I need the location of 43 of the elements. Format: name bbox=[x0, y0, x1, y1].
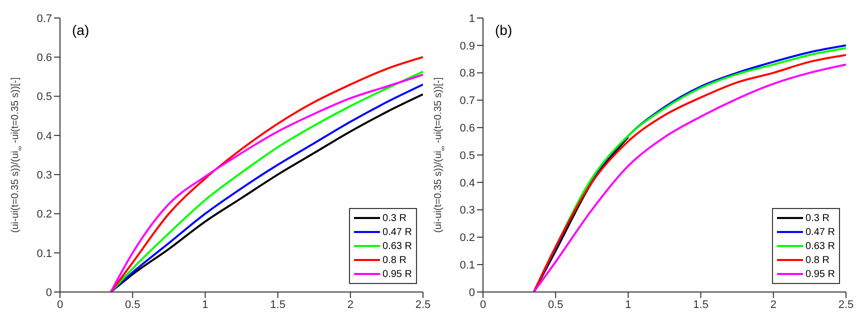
y-tick-label: 0.6 bbox=[36, 52, 52, 64]
y-tick-label: 0.6 bbox=[460, 122, 475, 135]
y-tick-label: 0.2 bbox=[36, 208, 52, 221]
y-tick-label: 0.8 bbox=[460, 68, 475, 80]
x-tick-label: 1.5 bbox=[693, 298, 708, 311]
x-tick-label: 1 bbox=[202, 298, 208, 311]
legend-label: 0.63 R bbox=[806, 240, 835, 252]
y-tick-label: 0.9 bbox=[460, 40, 475, 52]
legend-label: 0.3 R bbox=[806, 212, 830, 224]
x-tick-label: 0.5 bbox=[124, 298, 140, 311]
legend-label: 0.63 R bbox=[382, 240, 412, 252]
y-tick-label: 0.3 bbox=[36, 169, 52, 182]
x-tick-label: 0 bbox=[56, 298, 64, 311]
x-tick-label: 1 bbox=[625, 298, 632, 311]
legend-label: 0.47 R bbox=[806, 226, 835, 238]
x-tick-label: 0.5 bbox=[548, 298, 564, 311]
y-tick-label: 0.2 bbox=[460, 232, 475, 244]
y-tick-label: 0.5 bbox=[36, 91, 52, 104]
legend-label: 0.95 R bbox=[382, 268, 412, 280]
y-tick-label: 0 bbox=[46, 286, 52, 299]
legend-label: 0.95 R bbox=[806, 268, 835, 280]
legend-label: 0.8 R bbox=[382, 254, 406, 266]
x-tick-label: 0 bbox=[480, 298, 486, 311]
annotation: (a) bbox=[72, 22, 90, 38]
y-tick-label: 0 bbox=[468, 286, 475, 299]
legend-label: 0.47 R bbox=[382, 226, 412, 238]
y-tick-label: 0.4 bbox=[460, 177, 475, 190]
annotation: (b) bbox=[495, 22, 512, 38]
y-tick-label: 1 bbox=[468, 12, 475, 25]
x-tick-label: 2.5 bbox=[415, 298, 431, 311]
y-tick-label: 0.5 bbox=[460, 150, 475, 162]
x-tick-label: 2.5 bbox=[838, 298, 854, 311]
x-tick-label: 2 bbox=[347, 298, 354, 311]
y-tick-label: 0.1 bbox=[460, 260, 475, 272]
y-tick-label: 0.7 bbox=[460, 95, 475, 108]
y-tick-label: 0.7 bbox=[36, 12, 52, 25]
legend-label: 0.3 R bbox=[382, 212, 406, 224]
y-tick-label: 0.1 bbox=[36, 248, 52, 260]
y-tick-label: 0.4 bbox=[36, 130, 52, 142]
x-tick-label: 2 bbox=[770, 298, 776, 311]
legend-label: 0.8 R bbox=[806, 254, 830, 266]
y-tick-label: 0.3 bbox=[460, 204, 475, 217]
x-tick-label: 1.5 bbox=[270, 298, 286, 311]
